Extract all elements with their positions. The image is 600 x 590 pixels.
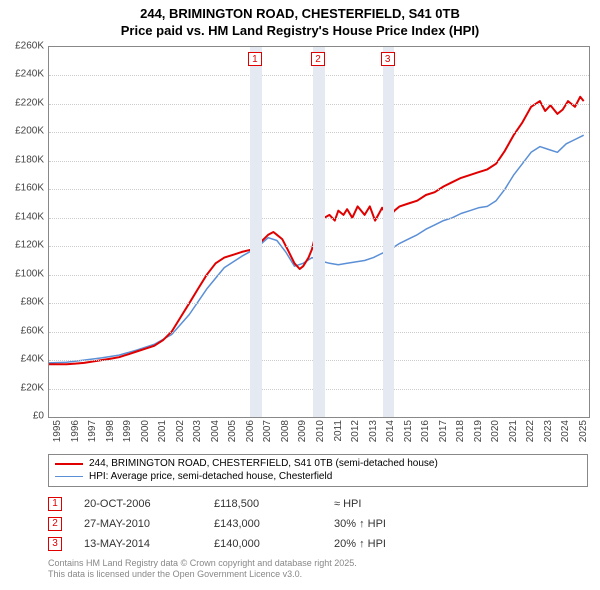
x-tick-label: 2008 [280,420,291,442]
legend: 244, BRIMINGTON ROAD, CHESTERFIELD, S41 … [48,454,588,487]
y-tick-label: £80K [0,297,44,308]
y-tick-label: £100K [0,268,44,279]
x-tick-label: 2004 [210,420,221,442]
attribution: Contains HM Land Registry data © Crown c… [48,558,357,581]
event-marker: 2 [311,52,325,66]
y-tick-label: £60K [0,325,44,336]
sale-price: £140,000 [214,538,334,550]
x-tick-label: 2000 [140,420,151,442]
legend-swatch [55,463,83,465]
x-tick-label: 2007 [262,420,273,442]
sale-row: 2 27-MAY-2010£143,00030% ↑ HPI [48,514,464,534]
sale-price: £118,500 [214,498,334,510]
y-tick-label: £40K [0,354,44,365]
event-band [313,47,324,417]
sale-date: 20-OCT-2006 [84,498,214,510]
x-tick-label: 2010 [315,420,326,442]
sale-row: 3 13-MAY-2014£140,00020% ↑ HPI [48,534,464,554]
x-tick-label: 2006 [245,420,256,442]
y-tick-label: £220K [0,97,44,108]
x-tick-label: 2020 [490,420,501,442]
sale-date: 27-MAY-2010 [84,518,214,530]
legend-item: HPI: Average price, semi-detached house,… [55,470,581,483]
sale-row: 1 20-OCT-2006£118,500≈ HPI [48,494,464,514]
x-tick-label: 2019 [473,420,484,442]
x-tick-label: 2021 [508,420,519,442]
sale-date: 13-MAY-2014 [84,538,214,550]
y-tick-label: £200K [0,126,44,137]
y-tick-label: £180K [0,154,44,165]
x-tick-label: 2015 [403,420,414,442]
x-tick-label: 2025 [578,420,589,442]
x-tick-label: 1996 [70,420,81,442]
legend-swatch [55,476,83,477]
x-tick-label: 2013 [368,420,379,442]
attribution-line-1: Contains HM Land Registry data © Crown c… [48,558,357,568]
legend-item: 244, BRIMINGTON ROAD, CHESTERFIELD, S41 … [55,457,581,470]
x-tick-label: 2002 [175,420,186,442]
y-tick-label: £0 [0,411,44,422]
sale-price: £143,000 [214,518,334,530]
x-tick-label: 2012 [350,420,361,442]
x-tick-label: 2011 [333,420,344,442]
x-tick-label: 2014 [385,420,396,442]
y-tick-label: £240K [0,69,44,80]
x-tick-label: 2022 [525,420,536,442]
attribution-line-2: This data is licensed under the Open Gov… [48,569,302,579]
chart-container: 244, BRIMINGTON ROAD, CHESTERFIELD, S41 … [0,0,600,590]
event-band [383,47,394,417]
title-line-1: 244, BRIMINGTON ROAD, CHESTERFIELD, S41 … [140,6,460,21]
sale-marker-box: 2 [48,517,62,531]
x-tick-label: 2018 [455,420,466,442]
y-tick-label: £160K [0,183,44,194]
x-tick-label: 2023 [543,420,554,442]
sale-note: ≈ HPI [334,498,464,510]
y-tick-label: £260K [0,41,44,52]
x-tick-label: 1998 [105,420,116,442]
x-tick-label: 2024 [560,420,571,442]
sale-note: 20% ↑ HPI [334,538,464,550]
sale-marker-box: 3 [48,537,62,551]
sale-note: 30% ↑ HPI [334,518,464,530]
x-tick-label: 2016 [420,420,431,442]
x-tick-label: 2003 [192,420,203,442]
x-tick-label: 2009 [297,420,308,442]
x-tick-label: 1995 [52,420,63,442]
x-tick-label: 2001 [157,420,168,442]
x-tick-label: 1999 [122,420,133,442]
legend-label: 244, BRIMINGTON ROAD, CHESTERFIELD, S41 … [89,458,438,469]
y-tick-label: £140K [0,211,44,222]
x-tick-label: 2017 [438,420,449,442]
plot-area [48,46,590,418]
chart-title: 244, BRIMINGTON ROAD, CHESTERFIELD, S41 … [0,0,600,40]
event-marker: 1 [248,52,262,66]
x-tick-label: 2005 [227,420,238,442]
sale-marker-box: 1 [48,497,62,511]
y-tick-label: £20K [0,382,44,393]
event-band [250,47,261,417]
event-marker: 3 [381,52,395,66]
title-line-2: Price paid vs. HM Land Registry's House … [121,23,480,38]
y-tick-label: £120K [0,240,44,251]
sales-table: 1 20-OCT-2006£118,500≈ HPI 2 27-MAY-2010£14… [48,494,464,554]
x-tick-label: 1997 [87,420,98,442]
legend-label: HPI: Average price, semi-detached house,… [89,471,332,482]
